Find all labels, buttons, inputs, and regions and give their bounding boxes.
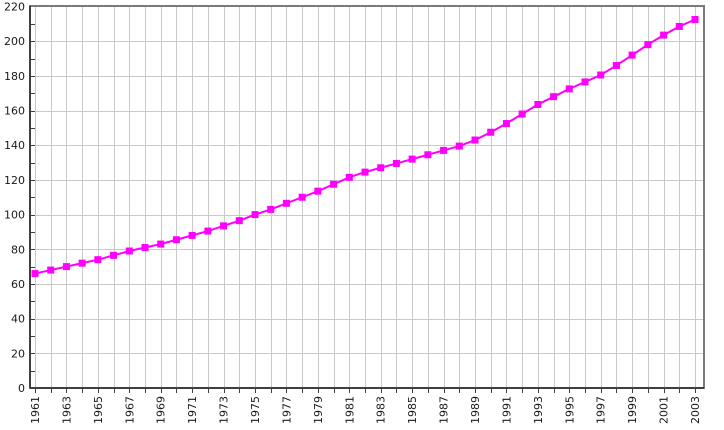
x-tick-label: 1967 — [123, 396, 136, 424]
x-tick-label: 1989 — [469, 396, 482, 424]
x-tick-label: 1961 — [29, 396, 42, 424]
axes — [29, 6, 704, 389]
x-tick-label: 2003 — [689, 396, 702, 424]
x-tick-label: 1993 — [532, 396, 545, 424]
x-tick-label: 1963 — [60, 396, 73, 424]
data-point-marker — [502, 120, 510, 128]
data-point-marker — [408, 155, 416, 163]
data-point-marker — [440, 146, 448, 154]
data-point-marker — [345, 173, 353, 181]
data-point-marker — [581, 78, 589, 86]
data-point-marker — [188, 231, 196, 239]
y-tick-label: 60 — [11, 278, 25, 291]
data-point-marker — [157, 240, 165, 248]
y-tick-label: 120 — [4, 174, 25, 187]
data-point-marker — [172, 236, 180, 244]
y-tick-label: 220 — [4, 1, 25, 14]
gridlines — [30, 6, 704, 388]
x-tick-label: 1971 — [186, 396, 199, 424]
data-point-marker — [612, 61, 620, 69]
x-tick-label: 1999 — [626, 396, 639, 424]
data-point-marker — [31, 270, 39, 278]
x-tick-label: 1975 — [249, 396, 262, 424]
data-point-marker — [392, 159, 400, 167]
data-point-marker — [330, 180, 338, 188]
data-point-marker — [455, 142, 463, 150]
y-axis-labels: 0 20 40 60 80 100 120 140 160 180 200 220 — [4, 1, 25, 396]
x-tick-label: 2001 — [658, 396, 671, 424]
y-tick-label: 80 — [11, 243, 25, 256]
x-tick-label: 1987 — [438, 396, 451, 424]
y-tick-label: 20 — [11, 347, 25, 360]
data-point-marker — [644, 41, 652, 49]
data-point-marker — [220, 222, 228, 230]
y-tick-label: 0 — [18, 382, 25, 395]
data-markers — [31, 16, 699, 278]
y-tick-label: 160 — [4, 105, 25, 118]
data-point-marker — [282, 199, 290, 207]
x-tick-label: 1991 — [500, 396, 513, 424]
x-tick-label: 1983 — [375, 396, 388, 424]
x-axis-labels: 1961 1963 1965 1967 1969 1971 1973 1975 1977 1979… — [29, 396, 702, 424]
x-tick-label: 1969 — [155, 396, 168, 424]
data-point-marker — [94, 256, 102, 264]
tick-marks — [31, 24, 696, 393]
data-point-marker — [110, 251, 118, 259]
data-point-marker — [62, 263, 70, 271]
data-point-marker — [267, 205, 275, 213]
data-point-marker — [424, 151, 432, 159]
data-point-marker — [47, 266, 55, 274]
data-point-marker — [377, 164, 385, 172]
data-point-marker — [565, 85, 573, 93]
x-tick-label: 1977 — [280, 396, 293, 424]
y-tick-label: 100 — [4, 209, 25, 222]
x-tick-label: 1995 — [563, 396, 576, 424]
data-point-marker — [298, 193, 306, 201]
data-point-marker — [534, 100, 542, 108]
y-tick-label: 180 — [4, 70, 25, 83]
data-point-marker — [597, 71, 605, 79]
data-point-marker — [550, 93, 558, 101]
data-point-marker — [675, 22, 683, 30]
y-tick-label: 140 — [4, 139, 25, 152]
data-point-marker — [660, 31, 668, 39]
x-tick-label: 1997 — [595, 396, 608, 424]
x-tick-label: 1965 — [92, 396, 105, 424]
data-point-marker — [125, 247, 133, 255]
data-point-marker — [628, 51, 636, 59]
x-tick-label: 1985 — [406, 396, 419, 424]
data-point-marker — [235, 217, 243, 225]
x-tick-label: 1979 — [312, 396, 325, 424]
data-point-marker — [691, 16, 699, 24]
x-tick-label: 1973 — [218, 396, 231, 424]
data-point-marker — [314, 187, 322, 195]
data-point-marker — [487, 128, 495, 136]
data-point-marker — [518, 110, 526, 118]
y-tick-label: 200 — [4, 35, 25, 48]
y-tick-label: 40 — [11, 313, 25, 326]
x-tick-label: 1981 — [343, 396, 356, 424]
data-point-marker — [361, 168, 369, 176]
data-point-marker — [78, 259, 86, 267]
data-point-marker — [204, 227, 212, 235]
data-point-marker — [251, 211, 259, 219]
data-point-marker — [141, 244, 149, 252]
data-point-marker — [471, 136, 479, 144]
